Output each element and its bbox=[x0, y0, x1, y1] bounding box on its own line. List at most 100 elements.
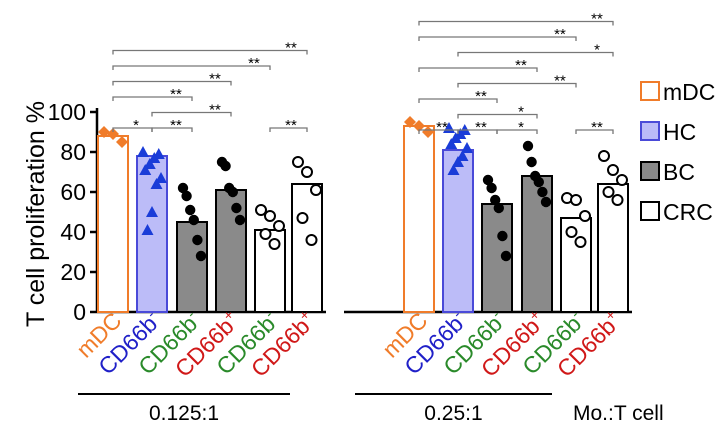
data-point-filled-circle bbox=[540, 196, 552, 208]
significance-label: ** bbox=[554, 26, 566, 43]
legend-swatch-mdc bbox=[640, 81, 660, 101]
ratio-axis-label: Mo.:T cell bbox=[573, 402, 664, 425]
significance-bracket bbox=[112, 96, 193, 101]
data-point-filled-circle bbox=[533, 176, 544, 188]
significance-bracket bbox=[418, 20, 614, 26]
y-axis: 0 20 40 60 80 100 bbox=[48, 99, 632, 325]
data-point-filled-circle bbox=[177, 182, 189, 194]
data-point-triangle bbox=[456, 150, 469, 161]
data-point-open-circle bbox=[598, 150, 610, 162]
data-point-triangle bbox=[137, 146, 149, 157]
bar-mdc bbox=[403, 125, 435, 313]
data-point-filled-circle bbox=[482, 174, 494, 186]
data-point-triangle bbox=[146, 206, 158, 217]
significance-bracket bbox=[418, 98, 498, 103]
data-point-triangle bbox=[143, 158, 156, 169]
data-point-diamond bbox=[413, 120, 425, 132]
data-point-diamond bbox=[98, 126, 110, 138]
data-point-filled-circle bbox=[192, 234, 203, 246]
data-point-filled-circle bbox=[231, 202, 242, 214]
legend: mDC HC BC CRC bbox=[640, 79, 715, 225]
significance-label: ** bbox=[209, 102, 221, 119]
significance-label: ** bbox=[515, 57, 527, 74]
data-point-diamond bbox=[422, 126, 434, 138]
significance-label: ** bbox=[591, 11, 603, 28]
y-tick-label: 40 bbox=[60, 219, 86, 245]
data-point-triangle bbox=[148, 152, 161, 163]
data-point-open-circle bbox=[268, 238, 281, 250]
significance-label: ** bbox=[285, 117, 297, 134]
data-point-open-circle bbox=[301, 166, 313, 178]
significance-bracket bbox=[112, 65, 271, 70]
data-point-open-circle bbox=[579, 210, 591, 222]
significance-label: ** bbox=[248, 55, 260, 72]
data-point-open-circle bbox=[616, 174, 628, 186]
significance-label: ** bbox=[170, 86, 182, 103]
y-tick-label: 80 bbox=[60, 139, 86, 165]
data-point-diamond bbox=[404, 116, 416, 128]
y-tick-label: 0 bbox=[73, 299, 86, 325]
data-point-filled-circle bbox=[500, 250, 512, 262]
data-point-filled-circle bbox=[486, 182, 497, 194]
data-point-open-circle bbox=[255, 204, 267, 216]
data-point-triangle bbox=[449, 132, 462, 143]
data-point-filled-circle bbox=[526, 156, 537, 168]
significance-label: ** bbox=[285, 40, 297, 57]
y-tick-label: 100 bbox=[48, 99, 86, 125]
significance-bracket bbox=[151, 111, 232, 117]
data-point-open-circle bbox=[305, 234, 318, 246]
significance-bracket bbox=[575, 129, 614, 134]
ratio-label: 0.25:1 bbox=[424, 402, 482, 425]
y-axis-label: T cell proliferation % bbox=[22, 101, 50, 327]
bar-crc bbox=[597, 183, 629, 313]
y-tick-label: 20 bbox=[60, 259, 86, 285]
data-point-open-circle bbox=[292, 156, 304, 168]
data-point-filled-circle bbox=[227, 186, 238, 198]
data-point-filled-circle bbox=[188, 214, 199, 226]
legend-swatch-bc bbox=[640, 161, 660, 181]
data-point-open-circle bbox=[607, 164, 619, 176]
legend-label: BC bbox=[663, 159, 695, 185]
significance-brackets: *** ***************** ************** bbox=[112, 11, 614, 136]
significance-bracket bbox=[457, 82, 577, 88]
bar-bc bbox=[176, 221, 208, 313]
legend-swatch-hc bbox=[640, 121, 660, 141]
data-point-open-circle bbox=[611, 194, 624, 206]
data-point-filled-circle bbox=[497, 230, 508, 242]
legend-label: HC bbox=[663, 119, 696, 145]
bar-crc bbox=[291, 183, 323, 313]
significance-bracket bbox=[269, 127, 308, 132]
significance-bracket bbox=[112, 49, 308, 55]
data-point-triangle bbox=[445, 138, 458, 149]
data-point-triangle bbox=[447, 164, 460, 175]
data-point-diamond bbox=[107, 128, 119, 140]
data-point-triangle bbox=[461, 142, 473, 153]
ratio-label: 0.125:1 bbox=[149, 402, 219, 425]
data-point-open-circle bbox=[296, 212, 309, 224]
data-point-triangle bbox=[452, 156, 464, 167]
significance-label: ** bbox=[436, 119, 448, 136]
data-point-diamond bbox=[116, 136, 128, 148]
data-point-open-circle bbox=[602, 186, 615, 198]
significance-bracket bbox=[418, 129, 459, 134]
data-point-filled-circle bbox=[537, 186, 548, 198]
significance-label: * bbox=[594, 42, 600, 59]
data-point-open-circle bbox=[565, 226, 578, 238]
significance-bracket bbox=[457, 51, 614, 57]
data-point-filled-circle bbox=[220, 160, 231, 172]
significance-label: ** bbox=[209, 71, 221, 88]
data-point-open-circle bbox=[273, 220, 285, 232]
data-point-triangle bbox=[139, 164, 152, 175]
data-point-filled-circle bbox=[185, 204, 196, 216]
significance-label: ** bbox=[554, 73, 566, 90]
y-tick-label: 60 bbox=[60, 179, 86, 205]
data-point-triangle bbox=[150, 178, 163, 189]
category-labels: mDCCD66b-CD66b-CD66b+CD66b-CD66b+0.125:1… bbox=[71, 306, 621, 425]
data-point-open-circle bbox=[264, 210, 276, 222]
significance-label: * bbox=[133, 117, 139, 134]
legend-label: mDC bbox=[663, 79, 715, 105]
significance-bracket bbox=[418, 36, 577, 41]
significance-label: ** bbox=[591, 119, 603, 136]
data-point-filled-circle bbox=[181, 190, 192, 202]
